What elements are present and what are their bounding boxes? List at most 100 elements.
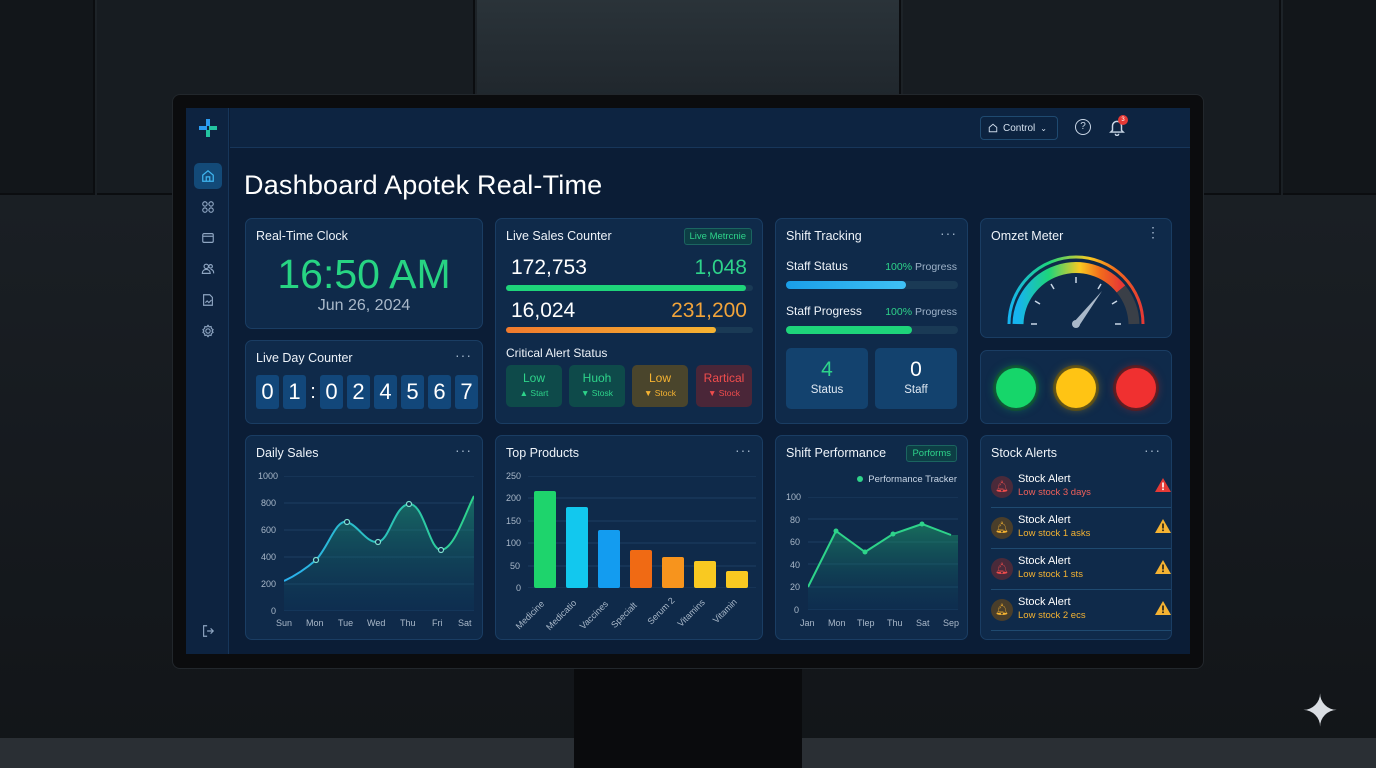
digit: 0 <box>320 375 343 409</box>
pct-value: 100% <box>885 306 913 318</box>
stock-alert-item[interactable]: 🔔︎ Stock Alert Low stock 2 ecs <box>991 591 1171 631</box>
sidebar-item-home[interactable] <box>194 163 222 189</box>
alert-tile-low-start[interactable]: Low ▲ Start <box>506 365 562 407</box>
sidebar-item-users[interactable] <box>194 256 222 282</box>
digit-counter: 0 1 : 0 2 4 5 6 7 <box>256 375 478 409</box>
alert-tile-low-stock[interactable]: Low ▼ Stock <box>632 365 688 407</box>
stat-staff: 0 Staff <box>875 348 957 409</box>
card-title: Live Day Counter <box>256 351 353 365</box>
users-icon <box>201 263 215 274</box>
sales-value-3: 16,024 <box>511 299 576 322</box>
stock-alerts-card: Stock Alerts ··· 🔔︎ Stock Alert Low stoc… <box>980 435 1172 640</box>
logout-button[interactable] <box>194 618 222 644</box>
control-dropdown[interactable]: Control ⌄ <box>980 116 1058 140</box>
digit: 1 <box>283 375 306 409</box>
warning-icon <box>1155 478 1171 492</box>
grid-icon <box>202 201 214 213</box>
sales-value-1: 172,753 <box>511 256 587 279</box>
top-bar: Control ⌄ ? 3 <box>230 108 1190 148</box>
alert-title: Stock Alert <box>1018 596 1071 608</box>
stat-label: Staff <box>904 384 928 396</box>
stock-alert-item[interactable]: 🔔︎ Stock Alert Low stock 1 asks <box>991 509 1171 549</box>
digit-separator: : <box>310 380 316 403</box>
staff-progress-bar <box>786 326 958 334</box>
bell-icon: 🔔︎ <box>991 558 1013 580</box>
alert-subtitle: Low stock 2 ecs <box>1018 610 1086 621</box>
sidebar <box>186 108 229 654</box>
alert-subtitle: Low stock 3 days <box>1018 487 1091 498</box>
critical-alert-title: Critical Alert Status <box>506 346 608 360</box>
alert-tile-huoh[interactable]: Huoh ▼ Stosk <box>569 365 625 407</box>
card-title: Stock Alerts <box>991 446 1057 460</box>
status-light-yellow <box>1056 368 1096 408</box>
sidebar-item-settings[interactable] <box>194 318 222 344</box>
sales-value-2: 1,048 <box>694 256 747 279</box>
dashboard-screen: Control ⌄ ? 3 Dashboard Apotek Real-Time… <box>186 108 1190 654</box>
card-title: Daily Sales <box>256 446 319 460</box>
card-title: Top Products <box>506 446 579 460</box>
more-options-icon[interactable]: ··· <box>735 442 752 458</box>
staff-progress-pct: 100% Progress <box>885 306 957 318</box>
live-metric-badge: Live Metrcnie <box>683 228 752 245</box>
sidebar-item-window[interactable] <box>194 225 222 251</box>
warning-icon <box>1155 601 1171 615</box>
live-sales-counter-card: Live Sales Counter Live Metrcnie 172,753… <box>495 218 763 424</box>
logout-icon <box>203 625 215 637</box>
sidebar-item-apps[interactable] <box>194 194 222 220</box>
page-title: Dashboard Apotek Real-Time <box>244 170 603 200</box>
clock-date: Jun 26, 2024 <box>317 297 411 314</box>
question-circle-icon[interactable]: ? <box>1075 119 1091 135</box>
report-icon <box>203 294 213 306</box>
staff-status-pct: 100% Progress <box>885 261 957 273</box>
pct-suffix: Progress <box>914 261 957 273</box>
more-options-icon[interactable]: ··· <box>455 442 472 458</box>
card-title: Shift Tracking <box>786 229 862 243</box>
stat-status: 4 Status <box>786 348 868 409</box>
daily-sales-chart <box>284 476 474 611</box>
alert-sub: ▼ Stosk <box>580 388 614 398</box>
chevron-down-icon: ⌄ <box>1040 123 1047 133</box>
alert-label: Rartical <box>703 371 745 385</box>
omzet-meter-card: Omzet Meter ⋮ <box>980 218 1172 338</box>
gear-icon <box>202 324 214 338</box>
more-options-icon[interactable]: ··· <box>940 225 957 241</box>
home-icon <box>988 123 998 133</box>
staff-status-bar <box>786 281 958 289</box>
window-icon <box>202 233 214 243</box>
card-title: Real-Time Clock <box>256 229 348 243</box>
alert-title: Stock Alert <box>1018 473 1071 485</box>
alert-subtitle: Low stock 1 sts <box>1018 569 1083 580</box>
sidebar-item-reports[interactable] <box>194 287 222 313</box>
stat-label: Status <box>810 384 844 396</box>
alert-tile-critical[interactable]: Rartical ▼ Stock <box>696 365 752 407</box>
traffic-light-card <box>980 350 1172 424</box>
status-light-red <box>1116 368 1156 408</box>
digit: 4 <box>374 375 397 409</box>
more-options-icon[interactable]: ··· <box>1144 442 1161 458</box>
shift-performance-card: Shift Performance Porforms Performance T… <box>775 435 968 640</box>
monitor-stand <box>574 668 802 768</box>
stock-alert-item[interactable]: 🔔︎ Stock Alert Low stock 3 days <box>991 468 1171 508</box>
clock-time: 16:50 AM <box>277 251 451 297</box>
chart-legend: Performance Tracker <box>857 474 957 485</box>
digit: 5 <box>401 375 424 409</box>
sales-progress-bar-2 <box>506 327 753 333</box>
status-light-green <box>996 368 1036 408</box>
more-options-icon[interactable]: ··· <box>455 347 472 363</box>
bell-icon: 🔔︎ <box>991 476 1013 498</box>
gauge-chart <box>1007 255 1145 328</box>
staff-status-label: Staff Status <box>786 259 848 273</box>
sales-progress-bar-1 <box>506 285 753 291</box>
pct-suffix: Progress <box>914 306 957 318</box>
live-day-counter-card: Live Day Counter ··· 0 1 : 0 2 4 5 6 7 <box>245 340 483 424</box>
warning-icon <box>1155 519 1171 533</box>
realtime-clock-card: Real-Time Clock 16:50 AM Jun 26, 2024 <box>245 218 483 329</box>
alert-sub: ▼ Stock <box>707 388 741 398</box>
top-products-card: Top Products ··· 250 200 150 100 50 0 Me… <box>495 435 763 640</box>
alert-sub: ▲ Start <box>519 388 549 398</box>
stock-alert-item[interactable]: 🔔︎ Stock Alert Low stock 1 sts <box>991 550 1171 590</box>
control-label: Control <box>1003 122 1036 134</box>
alert-sub: ▼ Stock <box>643 388 677 398</box>
digit: 0 <box>256 375 279 409</box>
more-options-icon[interactable]: ⋮ <box>1146 224 1161 240</box>
